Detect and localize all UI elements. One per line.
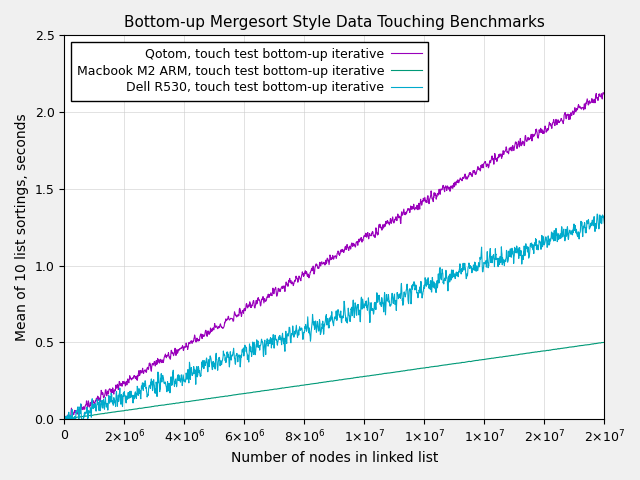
- Line: Dell R530, touch test bottom-up iterative: Dell R530, touch test bottom-up iterativ…: [64, 214, 604, 419]
- Macbook M2 ARM, touch test bottom-up iterative: [600, 340, 608, 346]
- Dell R530, touch test bottom-up iterative: [281, 346, 289, 352]
- Qotom, touch test bottom-up iterative: [599, 90, 607, 96]
- Qotom, touch test bottom-up iterative: [92, 397, 99, 403]
- Qotom, touch test bottom-up iterative: [600, 92, 608, 97]
- Qotom, touch test bottom-up iterative: [61, 416, 68, 422]
- Macbook M2 ARM, touch test bottom-up iterative: [61, 416, 68, 422]
- Qotom, touch test bottom-up iterative: [281, 288, 289, 294]
- Line: Qotom, touch test bottom-up iterative: Qotom, touch test bottom-up iterative: [64, 93, 604, 419]
- Dell R530, touch test bottom-up iterative: [176, 375, 184, 381]
- X-axis label: Number of nodes in linked list: Number of nodes in linked list: [230, 451, 438, 465]
- Qotom, touch test bottom-up iterative: [176, 346, 184, 351]
- Dell R530, touch test bottom-up iterative: [284, 332, 291, 337]
- Qotom, touch test bottom-up iterative: [263, 297, 271, 302]
- Macbook M2 ARM, touch test bottom-up iterative: [176, 400, 184, 406]
- Dell R530, touch test bottom-up iterative: [60, 416, 68, 422]
- Dell R530, touch test bottom-up iterative: [600, 220, 608, 226]
- Y-axis label: Mean of 10 list sortings, seconds: Mean of 10 list sortings, seconds: [15, 113, 29, 341]
- Qotom, touch test bottom-up iterative: [60, 412, 68, 418]
- Macbook M2 ARM, touch test bottom-up iterative: [429, 364, 437, 370]
- Macbook M2 ARM, touch test bottom-up iterative: [263, 387, 271, 393]
- Legend: Qotom, touch test bottom-up iterative, Macbook M2 ARM, touch test bottom-up iter: Qotom, touch test bottom-up iterative, M…: [70, 42, 428, 101]
- Dell R530, touch test bottom-up iterative: [429, 282, 436, 288]
- Macbook M2 ARM, touch test bottom-up iterative: [284, 384, 291, 390]
- Macbook M2 ARM, touch test bottom-up iterative: [60, 416, 68, 422]
- Macbook M2 ARM, touch test bottom-up iterative: [600, 339, 607, 345]
- Dell R530, touch test bottom-up iterative: [593, 211, 601, 217]
- Line: Macbook M2 ARM, touch test bottom-up iterative: Macbook M2 ARM, touch test bottom-up ite…: [64, 342, 604, 419]
- Title: Bottom-up Mergesort Style Data Touching Benchmarks: Bottom-up Mergesort Style Data Touching …: [124, 15, 545, 30]
- Dell R530, touch test bottom-up iterative: [92, 401, 99, 407]
- Qotom, touch test bottom-up iterative: [284, 281, 291, 287]
- Dell R530, touch test bottom-up iterative: [262, 342, 270, 348]
- Macbook M2 ARM, touch test bottom-up iterative: [281, 385, 289, 391]
- Qotom, touch test bottom-up iterative: [429, 199, 437, 204]
- Macbook M2 ARM, touch test bottom-up iterative: [92, 412, 99, 418]
